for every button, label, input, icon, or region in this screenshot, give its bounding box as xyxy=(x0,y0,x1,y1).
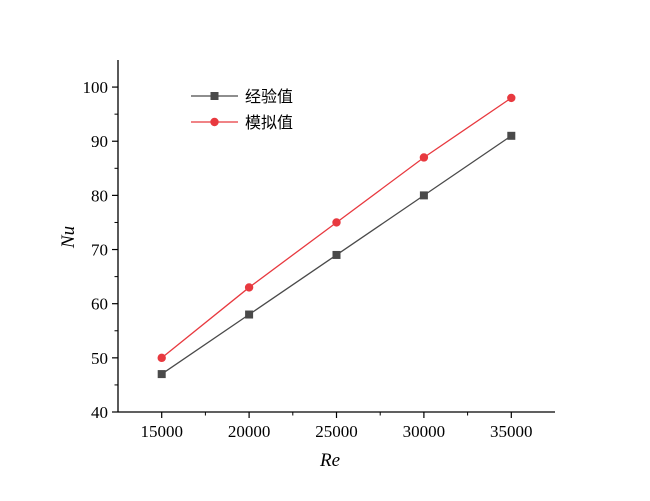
legend-item: 经验值 xyxy=(191,87,293,106)
legend-marker xyxy=(210,92,219,100)
data-point xyxy=(157,353,166,363)
data-point xyxy=(507,131,516,140)
data-point xyxy=(332,250,341,259)
x-tick-label: 25000 xyxy=(315,422,358,441)
series-line xyxy=(161,97,512,359)
legend-item: 模拟值 xyxy=(191,113,293,132)
y-tick-label: 100 xyxy=(83,78,109,97)
x-tick-label: 15000 xyxy=(140,422,183,441)
data-point xyxy=(157,370,166,379)
y-axis-title: Nu xyxy=(58,226,79,249)
y-tick-label: 40 xyxy=(91,403,108,422)
series-1 xyxy=(157,131,516,379)
x-axis-title: Re xyxy=(319,450,340,471)
y-tick-label: 60 xyxy=(91,295,108,314)
ticks: 15000 20000 25000 30000 35000 40 50 60 70 80 90 100 xyxy=(83,78,533,441)
data-point xyxy=(419,191,428,200)
y-tick-label: 90 xyxy=(91,132,108,151)
data-point xyxy=(245,310,254,319)
legend-label: 模拟值 xyxy=(245,113,293,132)
x-tick-label: 35000 xyxy=(490,422,533,441)
data-point xyxy=(419,153,429,162)
y-tick-label: 80 xyxy=(91,186,108,205)
legend-label: 经验值 xyxy=(245,87,293,106)
x-tick-label: 30000 xyxy=(403,422,446,441)
data-point xyxy=(244,283,254,292)
x-tick-label: 20000 xyxy=(228,422,271,441)
y-tick-label: 70 xyxy=(91,241,108,260)
y-tick-label: 50 xyxy=(91,349,108,368)
data-point xyxy=(332,218,341,227)
series-2 xyxy=(157,93,516,363)
legend-marker xyxy=(210,117,219,127)
series-layer xyxy=(157,93,516,379)
data-point xyxy=(507,93,516,103)
